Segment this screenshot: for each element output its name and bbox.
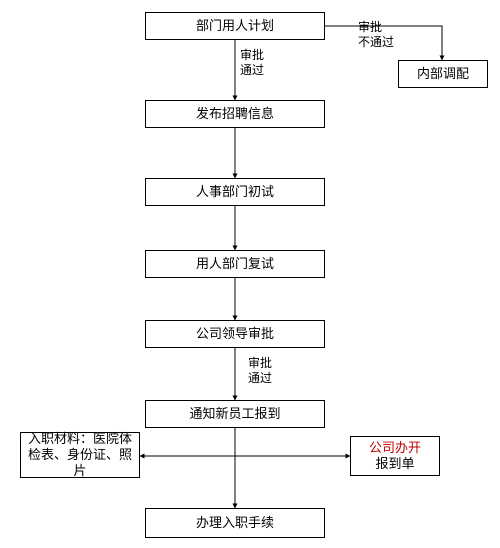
flow-node-n1: 部门用人计划 [145,12,325,40]
flow-label-l1: 审批 通过 [240,48,264,78]
flow-node-text: 入职材料：医院体检表、身份证、照片 [25,431,135,480]
flow-node-text: 公司办开报到单 [369,440,421,473]
flow-node-text: 人事部门初试 [196,184,274,200]
flow-node-n10: 公司办开报到单 [350,436,440,476]
flow-node-n8: 内部调配 [398,60,488,88]
flow-node-text: 部门用人计划 [196,18,274,34]
flow-node-text: 用人部门复试 [196,256,274,272]
flow-label-l2: 审批 不通过 [358,20,394,50]
flow-node-n4: 用人部门复试 [145,250,325,278]
flow-node-text: 发布招聘信息 [196,106,274,122]
flow-node-n9: 入职材料：医院体检表、身份证、照片 [20,432,140,478]
flow-node-n5: 公司领导审批 [145,320,325,348]
flow-node-text: 公司领导审批 [196,326,274,342]
flow-node-n6: 通知新员工报到 [145,400,325,428]
flowchart-stage: 部门用人计划发布招聘信息人事部门初试用人部门复试公司领导审批通知新员工报到办理入… [0,0,500,548]
flow-node-n2: 发布招聘信息 [145,100,325,128]
flow-node-n7: 办理入职手续 [145,508,325,538]
flow-node-text: 通知新员工报到 [189,406,280,422]
flow-node-text: 办理入职手续 [196,515,274,531]
flow-node-n3: 人事部门初试 [145,178,325,206]
flow-label-l3: 审批 通过 [248,356,272,386]
flow-node-text: 内部调配 [417,66,469,82]
